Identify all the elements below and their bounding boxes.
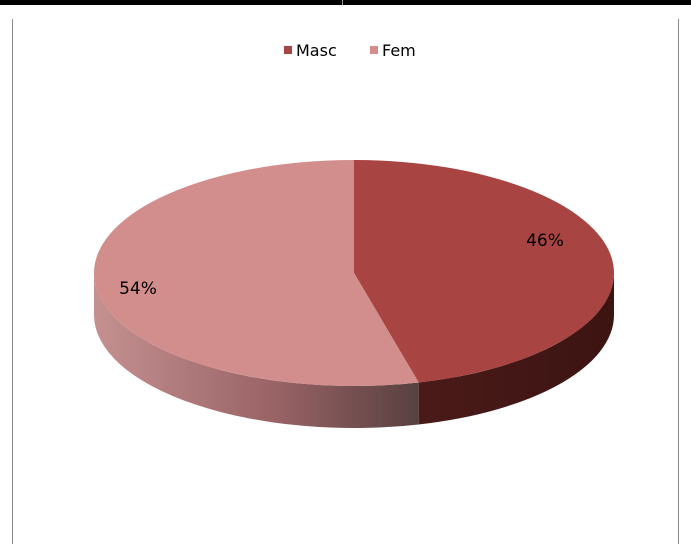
- legend-swatch-fem: [370, 46, 378, 54]
- pie-tops: [93, 160, 614, 386]
- chart-area: Masc Fem 46% 54%: [12, 19, 679, 544]
- pie-sides: [94, 273, 614, 428]
- legend: Masc Fem: [284, 41, 416, 60]
- pie-side-fem: [94, 273, 419, 428]
- top-border: [0, 0, 691, 5]
- pie-side-masc: [418, 273, 614, 425]
- data-label-fem: 54%: [119, 279, 157, 299]
- legend-label-masc: Masc: [296, 41, 337, 60]
- legend-label-fem: Fem: [382, 41, 416, 60]
- pie-slice-fem: [93, 160, 419, 386]
- data-label-masc: 46%: [526, 231, 564, 251]
- legend-swatch-masc: [284, 46, 292, 54]
- pie-slice-masc: [354, 160, 614, 383]
- pie-chart: Masc Fem 46% 54%: [93, 41, 614, 428]
- border-tick: [342, 0, 343, 5]
